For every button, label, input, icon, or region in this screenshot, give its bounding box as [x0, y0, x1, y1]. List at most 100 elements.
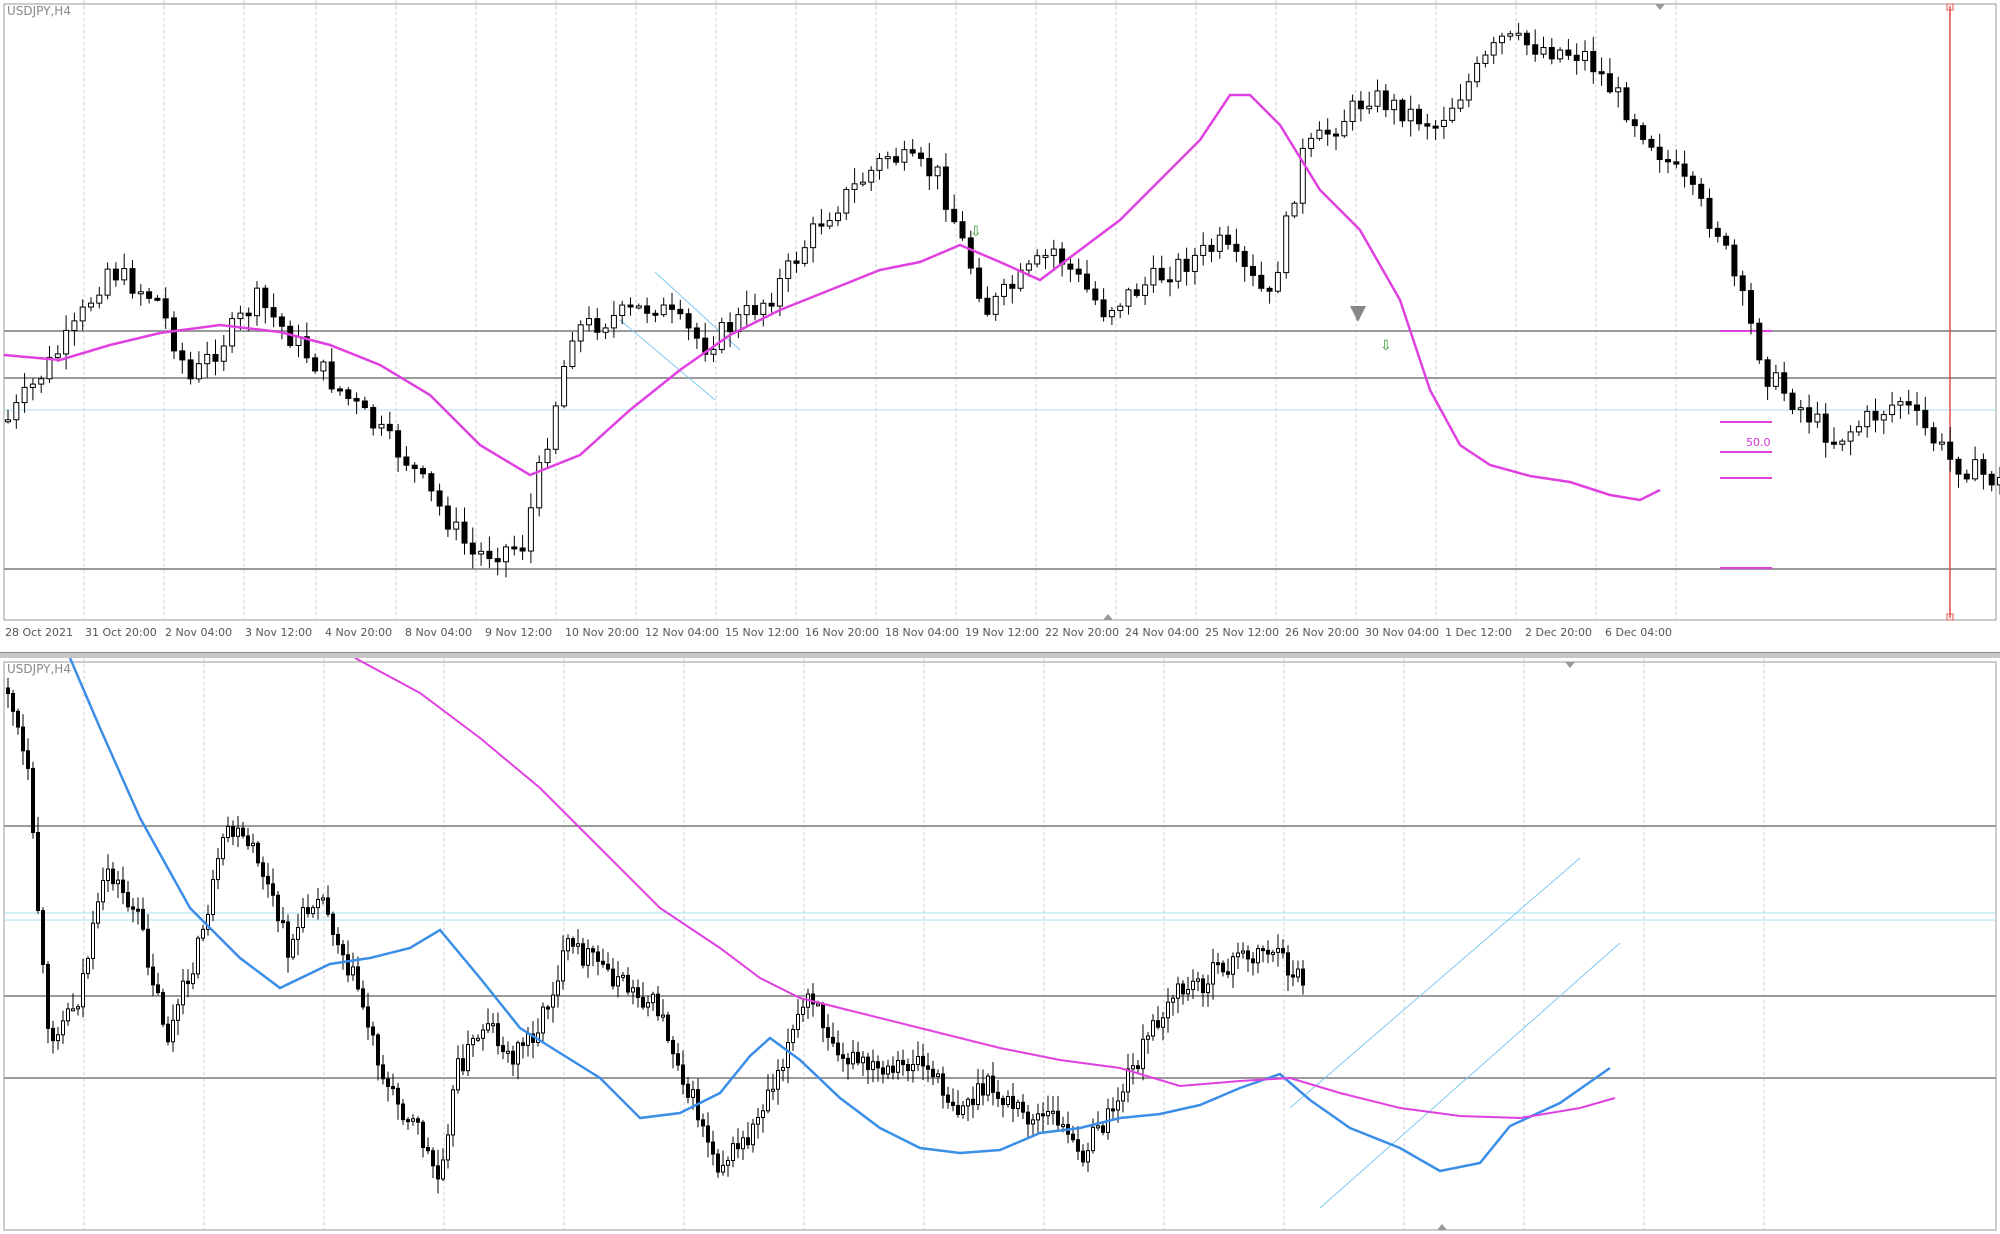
top-price-chart[interactable]: ⇩⇩ — [0, 0, 2000, 624]
fast-moving-average — [68, 658, 1611, 1173]
candle-body — [934, 166, 941, 177]
candle-body — [1056, 1110, 1060, 1126]
candle-body — [651, 993, 655, 1004]
bottom-chart-panel[interactable]: USDJPY,H4 — [0, 658, 2000, 1234]
candle-body — [221, 837, 225, 860]
candle-body — [1201, 978, 1205, 993]
candle-body — [635, 305, 642, 309]
candle-body — [346, 954, 350, 976]
candle-body — [1221, 962, 1225, 973]
candle-body — [1980, 459, 1987, 475]
candle-body — [271, 883, 275, 896]
candle-body — [909, 149, 916, 154]
candle-body — [1241, 250, 1248, 267]
fib-50-label: 50.0 — [1746, 436, 1771, 449]
candle-body — [986, 1075, 990, 1096]
candle-body — [1756, 322, 1763, 361]
candle-body — [1499, 35, 1505, 44]
candle-body — [1176, 983, 1180, 999]
candle-body — [581, 943, 585, 966]
candle-body — [416, 1118, 420, 1123]
candle-body — [1266, 287, 1273, 292]
candle-body — [586, 318, 592, 326]
time-axis-label: 26 Nov 20:00 — [1285, 626, 1360, 639]
candle-body — [411, 1118, 415, 1122]
candle-body — [381, 1064, 385, 1080]
time-axis-label: 25 Nov 12:00 — [1205, 626, 1280, 639]
candle-body — [1175, 258, 1182, 282]
candle-body — [576, 943, 580, 947]
candle-body — [776, 278, 783, 307]
candle-body — [631, 987, 635, 993]
candle-body — [66, 1008, 70, 1022]
candle-body — [1092, 288, 1099, 301]
candle-body — [262, 287, 269, 309]
candle-body — [661, 1014, 665, 1018]
bottom-symbol-label: USDJPY,H4 — [7, 662, 71, 676]
candle-body — [1036, 1113, 1040, 1121]
candle-body — [1997, 476, 2000, 486]
time-axis-label: 8 Nov 04:00 — [405, 626, 473, 639]
candle-body — [46, 356, 53, 380]
candle-body — [1191, 980, 1195, 991]
candle-body — [1281, 948, 1285, 954]
candle-body — [341, 944, 345, 956]
candle-body — [726, 1159, 730, 1166]
candle-body — [1407, 108, 1414, 122]
candle-body — [741, 1137, 745, 1150]
candle-body — [370, 407, 377, 429]
candle-body — [1125, 289, 1132, 307]
candle-body — [656, 993, 660, 1017]
down-arrow-signal: ⇩ — [970, 224, 982, 240]
candle-body — [1897, 401, 1904, 406]
candle-body — [1681, 163, 1688, 177]
candle-body — [251, 842, 255, 847]
candle-body — [104, 268, 111, 296]
candle-body — [176, 1004, 180, 1021]
candle-body — [516, 1042, 520, 1065]
candle-body — [1046, 1111, 1050, 1117]
candle-body — [959, 221, 966, 239]
bottom-price-chart[interactable] — [0, 658, 2000, 1234]
candle-body — [1108, 309, 1115, 318]
candle-body — [1116, 1100, 1120, 1111]
candle-body — [236, 827, 240, 837]
candle-body — [711, 1141, 715, 1155]
candle-body — [1482, 54, 1489, 64]
candle-body — [967, 237, 974, 269]
candle-body — [186, 980, 190, 985]
candle-body — [785, 260, 792, 280]
candle-body — [106, 868, 110, 882]
candle-body — [546, 1006, 550, 1010]
candle-body — [76, 1006, 80, 1010]
top-chart-panel[interactable]: ⇩ ⇩ USDJPY,H4 50.0 28 Oct 2021 31 Oct 20:0… — [0, 0, 2000, 639]
top-moving-average — [3, 93, 1661, 502]
candle-body — [627, 304, 634, 308]
candle-body — [836, 1042, 840, 1056]
candle-body — [606, 963, 610, 970]
candle-body — [561, 950, 565, 982]
candle-body — [776, 1069, 780, 1090]
candle-body — [901, 149, 908, 163]
candle-body — [1416, 108, 1422, 125]
candle-body — [1457, 99, 1464, 109]
candle-body — [171, 317, 177, 352]
candle-body — [984, 297, 991, 315]
candle-body — [1399, 99, 1406, 122]
candle-body — [861, 1056, 865, 1064]
scroll-marker — [1565, 662, 1575, 668]
candle-body — [771, 1088, 775, 1092]
candle-body — [1001, 1097, 1005, 1105]
candle-body — [1648, 138, 1655, 148]
candle-body — [312, 357, 319, 372]
bottom-chart-frame — [3, 661, 1997, 1231]
candle-body — [366, 1006, 370, 1028]
candle-body — [446, 1134, 450, 1161]
candle-body — [129, 268, 136, 294]
candle-body — [1698, 183, 1705, 199]
candle-body — [326, 897, 330, 915]
candle-body — [481, 1029, 485, 1039]
candle-body — [316, 899, 320, 909]
candle-body — [1631, 119, 1638, 127]
candle-body — [441, 1159, 445, 1180]
